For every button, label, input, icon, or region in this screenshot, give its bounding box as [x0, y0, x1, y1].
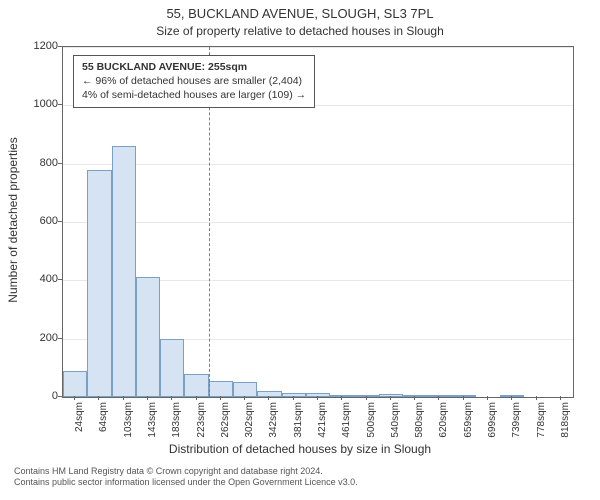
y-tick-mark	[58, 396, 62, 397]
histogram-bar	[403, 395, 427, 397]
histogram-bar	[233, 382, 257, 397]
x-tick-mark	[293, 396, 294, 400]
x-tick-mark	[196, 396, 197, 400]
y-tick-mark	[58, 104, 62, 105]
x-tick-mark	[463, 396, 464, 400]
chart-title-main: 55, BUCKLAND AVENUE, SLOUGH, SL3 7PL	[0, 6, 600, 21]
footnote: Contains HM Land Registry data © Crown c…	[14, 466, 586, 489]
histogram-bar	[209, 381, 233, 397]
x-tick-mark	[414, 396, 415, 400]
chart-title-sub: Size of property relative to detached ho…	[0, 24, 600, 38]
y-tick-mark	[58, 279, 62, 280]
x-tick-mark	[511, 396, 512, 400]
histogram-bar	[330, 395, 354, 397]
annotation-line: 4% of semi-detached houses are larger (1…	[82, 88, 306, 102]
x-tick-mark	[98, 396, 99, 400]
plot-area: 55 BUCKLAND AVENUE: 255sqm← 96% of detac…	[62, 46, 574, 398]
x-tick-mark	[147, 396, 148, 400]
grid-line	[63, 164, 573, 165]
histogram-bar	[63, 371, 87, 397]
footnote-line: Contains public sector information licen…	[14, 477, 586, 488]
x-tick-mark	[268, 396, 269, 400]
histogram-bar	[452, 395, 476, 397]
histogram-bar	[282, 393, 306, 397]
x-tick-mark	[244, 396, 245, 400]
x-tick-mark	[220, 396, 221, 400]
y-tick-label: 1200	[22, 40, 58, 52]
x-tick-mark	[536, 396, 537, 400]
y-tick-mark	[58, 163, 62, 164]
y-tick-label: 400	[22, 273, 58, 285]
x-tick-mark	[390, 396, 391, 400]
x-tick-mark	[438, 396, 439, 400]
x-axis-label: Distribution of detached houses by size …	[0, 442, 600, 456]
histogram-bar	[379, 394, 403, 398]
footnote-line: Contains HM Land Registry data © Crown c…	[14, 466, 586, 477]
histogram-bar	[87, 170, 111, 398]
y-tick-label: 200	[22, 332, 58, 344]
y-tick-label: 800	[22, 157, 58, 169]
x-tick-mark	[317, 396, 318, 400]
histogram-bar	[257, 391, 281, 397]
y-tick-mark	[58, 46, 62, 47]
histogram-bar	[136, 277, 160, 397]
y-tick-label: 0	[22, 390, 58, 402]
annotation-box: 55 BUCKLAND AVENUE: 255sqm← 96% of detac…	[73, 55, 315, 108]
x-tick-mark	[487, 396, 488, 400]
histogram-bar	[184, 374, 208, 397]
histogram-bar	[354, 395, 378, 397]
grid-line	[63, 222, 573, 223]
annotation-title: 55 BUCKLAND AVENUE: 255sqm	[82, 60, 306, 74]
x-tick-mark	[171, 396, 172, 400]
x-tick-mark	[560, 396, 561, 400]
y-tick-label: 1000	[22, 98, 58, 110]
histogram-bar	[160, 339, 184, 397]
x-tick-mark	[341, 396, 342, 400]
y-tick-mark	[58, 221, 62, 222]
y-tick-mark	[58, 338, 62, 339]
grid-line	[63, 47, 573, 48]
histogram-bar	[427, 395, 451, 397]
histogram-bar	[500, 395, 524, 397]
x-tick-mark	[123, 396, 124, 400]
annotation-line: ← 96% of detached houses are smaller (2,…	[82, 74, 306, 88]
y-tick-label: 600	[22, 215, 58, 227]
x-tick-mark	[74, 396, 75, 400]
histogram-bar	[112, 146, 136, 397]
x-tick-mark	[366, 396, 367, 400]
